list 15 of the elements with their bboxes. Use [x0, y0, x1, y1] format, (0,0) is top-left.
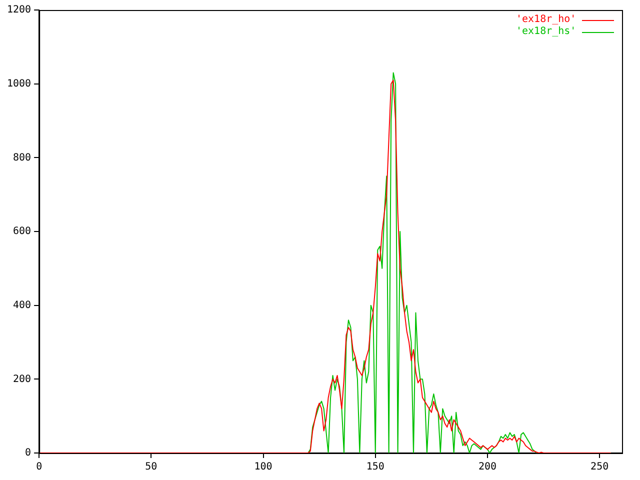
x-tick-label: 100	[254, 462, 272, 473]
x-tick-label: 150	[366, 462, 384, 473]
y-tick-label: 1200	[6, 4, 32, 16]
y-tick-label: 0	[25, 448, 32, 459]
legend-label: 'ex18r_ho'	[516, 14, 576, 26]
legend-label: 'ex18r_hs'	[516, 26, 576, 38]
x-tick-label: 0	[36, 462, 42, 473]
x-tick-label: 250	[590, 462, 609, 473]
x-tick-label: 200	[478, 462, 497, 473]
x-tick-label: 50	[145, 462, 158, 473]
y-tick-label: 400	[13, 300, 32, 311]
y-tick-label: 1000	[6, 78, 32, 90]
y-tick-label: 200	[13, 374, 32, 385]
y-tick-label: 800	[13, 152, 32, 164]
y-tick-label: 600	[13, 226, 32, 238]
